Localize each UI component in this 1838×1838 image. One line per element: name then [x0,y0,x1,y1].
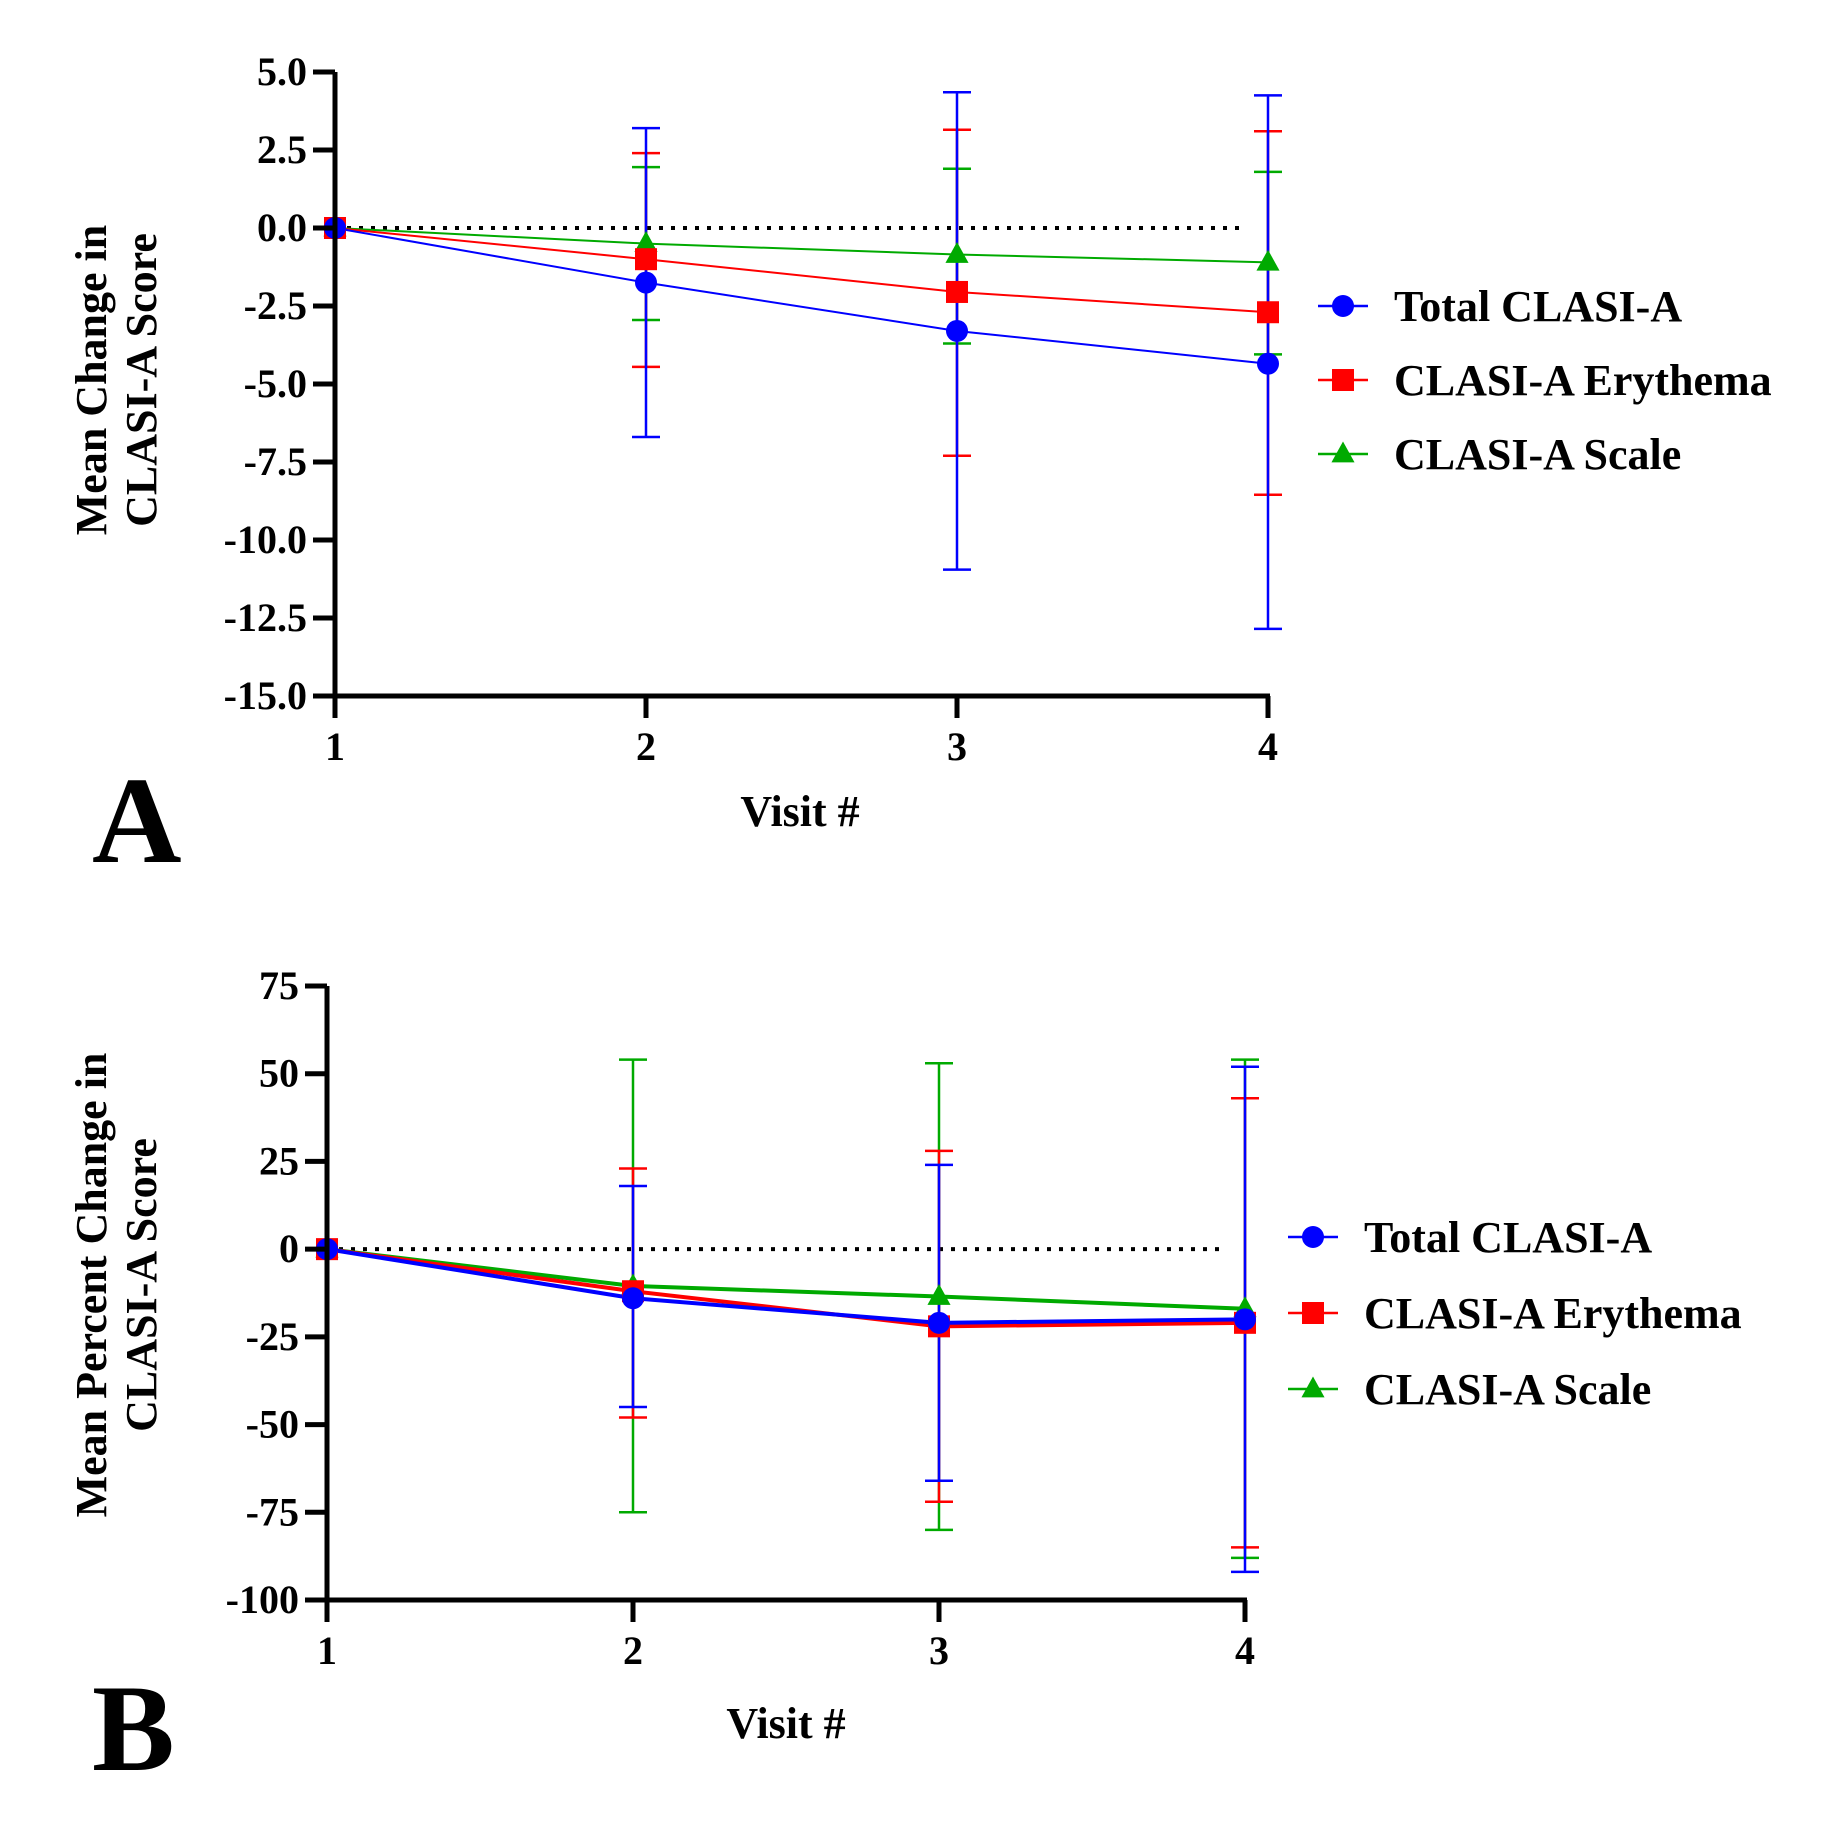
y-tick-label-b: -50 [246,1402,299,1447]
y-axis-title-a-line2: CLASI-A Score [117,233,166,527]
legend-marker-clasi-a-erythema-b [1302,1302,1324,1324]
legend-marker-clasi-a-scale-a [1331,441,1355,463]
point-clasi-a-scale-a [1256,249,1280,271]
legend-marker-total-clasi-a-b [1302,1226,1324,1248]
legend-label-clasi-a-erythema-a: CLASI-A Erythema [1394,356,1772,405]
y-tick-label-a: -2.5 [244,283,307,328]
point-clasi-a-erythema-a [635,248,657,271]
y-axis-title-a-line1: Mean Change in [67,225,116,535]
point-clasi-a-scale-a [945,241,969,263]
y-tick-label-b: -25 [246,1314,299,1359]
y-tick-label-b: 25 [259,1138,299,1183]
point-clasi-a-scale-b [927,1283,951,1305]
series-line-clasi-a-erythema-a [334,227,1269,314]
series-line-clasi-a-scale-b [326,1247,1246,1311]
y-tick-label-a: -10.0 [224,517,307,562]
y-tick-label-b: 75 [259,963,299,1008]
legend-a: Total CLASI-A CLASI-A Erythema CLASI-A Sca… [1318,282,1772,479]
panel-letter-b: B [92,1660,175,1797]
legend-marker-clasi-a-scale-b [1301,1376,1325,1398]
series-line-clasi-a-scale-a [334,227,1269,264]
legend-label-clasi-a-scale-a: CLASI-A Scale [1394,430,1681,479]
panel-a: 5.0 2.5 0.0 -2.5 -5.0 -7.5 -10.0 -12.5 -15.0 1 2 3 4… [67,49,1772,889]
y-tick-label-a: 5.0 [257,49,307,94]
y-tick-label-a: 2.5 [257,127,307,172]
point-total-clasi-a-b [1234,1308,1256,1331]
legend-marker-total-clasi-a-a [1332,295,1354,317]
legend-marker-clasi-a-erythema-a [1332,369,1354,391]
x-tick-label-a: 3 [947,724,967,769]
x-axis-title-b: Visit # [726,1699,845,1748]
point-clasi-a-erythema-a [946,280,968,303]
x-tick-label-b: 2 [623,1628,643,1673]
x-tick-label-a: 4 [1258,724,1278,769]
point-total-clasi-a-a [946,319,968,342]
y-axis-title-b-line2: CLASI-A Score [117,1138,166,1432]
y-tick-label-a: -12.5 [224,595,307,640]
legend-label-clasi-a-scale-b: CLASI-A Scale [1364,1365,1651,1414]
series-line-total-clasi-a-a [334,227,1269,365]
y-axis-title-b-line1: Mean Percent Change in [67,1053,116,1518]
y-tick-label-a: -5.0 [244,361,307,406]
point-total-clasi-a-a [635,271,657,294]
series-line-clasi-a-erythema-b [326,1247,1246,1329]
y-tick-label-b: 0 [279,1226,299,1271]
x-tick-label-a: 2 [636,724,656,769]
x-tick-label-b: 1 [317,1628,337,1673]
legend-label-total-clasi-a-b: Total CLASI-A [1364,1213,1652,1262]
panel-letter-a: A [92,752,182,889]
point-total-clasi-a-a [1257,352,1279,375]
point-clasi-a-erythema-a [1257,301,1279,324]
point-total-clasi-a-b [928,1311,950,1334]
x-axis-title-a: Visit # [740,787,859,836]
x-tick-label-b: 3 [929,1628,949,1673]
point-total-clasi-a-b [622,1287,644,1310]
legend-label-total-clasi-a-a: Total CLASI-A [1394,282,1682,331]
y-tick-label-a: -7.5 [244,439,307,484]
x-tick-label-a: 1 [325,724,345,769]
y-tick-label-a: 0.0 [257,205,307,250]
series-line-total-clasi-a-b [326,1247,1246,1325]
x-tick-label-b: 4 [1235,1628,1255,1673]
y-tick-label-b: -100 [226,1577,299,1622]
y-tick-label-a: -15.0 [224,673,307,718]
panel-b: 75 50 25 0 -25 -50 -75 -100 1 2 3 4 Visit # Mean Pe… [67,963,1742,1797]
legend-b: Total CLASI-A CLASI-A Erythema CLASI-A Sca… [1288,1213,1742,1414]
point-clasi-a-scale-a [634,231,658,252]
y-tick-label-b: -75 [246,1489,299,1534]
legend-label-clasi-a-erythema-b: CLASI-A Erythema [1364,1289,1742,1338]
y-tick-label-b: 50 [259,1051,299,1096]
